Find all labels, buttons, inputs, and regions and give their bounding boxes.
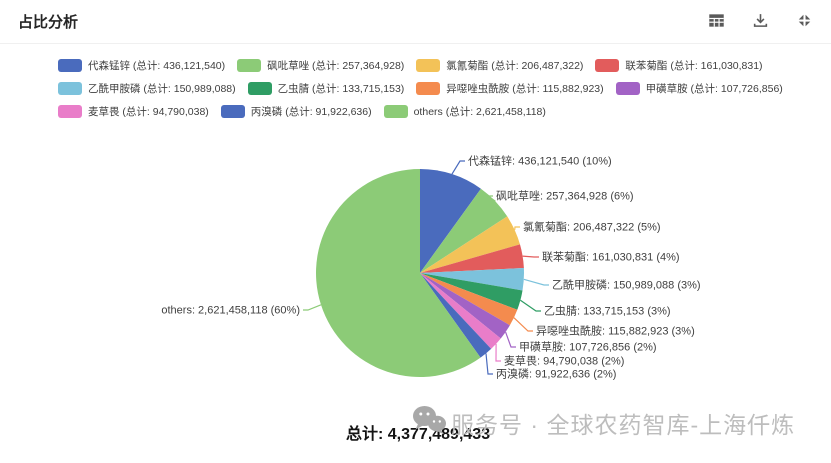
legend-swatch: [383, 105, 408, 118]
legend-swatch: [416, 82, 441, 95]
pie-label-line: [505, 331, 516, 348]
legend-label: 乙虫腈 (总计: 133,715,153): [277, 83, 405, 95]
legend-item-乙酰甲胺磷[interactable]: 乙酰甲胺磷 (总计: 150,989,088): [58, 81, 236, 96]
pie-label-others: others: 2,621,458,118 (60%): [161, 305, 300, 317]
legend-swatch: [58, 59, 82, 72]
pie-slice-代森锰锌[interactable]: [420, 169, 481, 273]
legend-swatch: [416, 59, 441, 72]
pie-slice-乙酰甲胺磷[interactable]: [420, 268, 524, 291]
pie-label-代森锰锌: 代森锰锌: 436,121,540 (10%): [468, 154, 612, 168]
pie-label-甲磺草胺: 甲磺草胺: 107,726,856 (2%): [519, 340, 657, 354]
pie-slice-乙虫腈[interactable]: [420, 273, 523, 310]
legend-item-丙溴磷[interactable]: 丙溴磷 (总计: 91,922,636): [220, 104, 372, 119]
legend-label: 麦草畏 (总计: 94,790,038): [88, 106, 209, 118]
pie-label-line: [514, 226, 520, 230]
legend-swatch: [58, 82, 82, 95]
pie-label-麦草畏: 麦草畏: 94,790,038 (2%): [504, 355, 624, 368]
pie-slice-others[interactable]: [316, 169, 481, 377]
pie-label-砜吡草唑: 砜吡草唑: 257,364,928 (6%): [496, 190, 634, 203]
pie-slice-异噁唑虫酰胺[interactable]: [420, 273, 518, 326]
legend-label: 乙酰甲胺磷 (总计: 150,989,088): [88, 83, 236, 95]
pie-label-氯氰菊酯: 氯氰菊酯: 206,487,322 (5%): [523, 220, 661, 234]
legend-swatch: [247, 82, 272, 95]
legend-row: 代森锰锌 (总计: 436,121,540) 砜吡草唑 (总计: 257,364,…: [58, 58, 831, 73]
legend-item-代森锰锌[interactable]: 代森锰锌 (总计: 436,121,540): [58, 58, 225, 73]
pie-slice-氯氰菊酯[interactable]: [420, 216, 520, 273]
pie-label-line: [522, 255, 539, 258]
pie-slice-甲磺草胺[interactable]: [420, 273, 510, 339]
pie-label-line: [523, 278, 549, 286]
legend-label: 砜吡草唑 (总计: 257,364,928): [267, 60, 405, 72]
legend-swatch: [237, 59, 262, 72]
legend-item-甲磺草胺[interactable]: 甲磺草胺 (总计: 107,726,856): [615, 81, 783, 96]
legend-label: 丙溴磷 (总计: 91,922,636): [250, 106, 372, 118]
table-icon: [708, 12, 725, 32]
collapse-button[interactable]: [795, 13, 813, 31]
pie-chart: 代森锰锌: 436,121,540 (10%) 砜吡草唑: 257,364,928…: [161, 154, 701, 381]
legend-item-联苯菊酯[interactable]: 联苯菊酯 (总计: 161,030,831): [595, 58, 763, 73]
legend-label: others (总计: 2,621,458,118): [413, 106, 546, 118]
pie-slice-联苯菊酯[interactable]: [420, 244, 524, 273]
pie-label-乙虫腈: 乙虫腈: 133,715,153 (3%): [544, 305, 671, 318]
pie-label-异噁唑虫酰胺: 异噁唑虫酰胺: 115,882,923 (3%): [536, 324, 695, 338]
pie-slice-丙溴磷[interactable]: [420, 273, 492, 358]
pie-label-line: [513, 317, 533, 332]
pie-label-line: [486, 195, 496, 202]
pie-label-line: [451, 160, 465, 175]
legend-item-乙虫腈[interactable]: 乙虫腈 (总计: 133,715,153): [247, 81, 405, 96]
legend-label: 异噁唑虫酰胺 (总计: 115,882,923): [446, 83, 604, 95]
card-header: 占比分析: [0, 0, 831, 44]
legend-swatch: [595, 59, 620, 72]
legend-swatch: [58, 105, 82, 118]
legend-label: 联苯菊酯 (总计: 161,030,831): [625, 60, 763, 72]
legend-item-others[interactable]: others (总计: 2,621,458,118): [383, 104, 546, 119]
header-actions: [707, 13, 813, 31]
grand-total-label: 总计: 4,377,489,433: [346, 426, 491, 443]
legend-item-异噁唑虫酰胺[interactable]: 异噁唑虫酰胺 (总计: 115,882,923): [416, 81, 604, 96]
legend-label: 甲磺草胺 (总计: 107,726,856): [645, 83, 783, 95]
pie-label-联苯菊酯: 联苯菊酯: 161,030,831 (4%): [542, 250, 680, 264]
pie-label-丙溴磷: 丙溴磷: 91,922,636 (2%): [496, 367, 616, 381]
pie-label-line: [303, 304, 322, 311]
legend-swatch: [615, 82, 640, 95]
download-button[interactable]: [751, 13, 769, 31]
legend-item-砜吡草唑[interactable]: 砜吡草唑 (总计: 257,364,928): [237, 58, 404, 73]
legend-label: 代森锰锌 (总计: 436,121,540): [88, 60, 226, 72]
table-view-button[interactable]: [707, 13, 725, 31]
legend-swatch: [220, 105, 245, 118]
pie-label-line: [485, 353, 493, 375]
page-title: 占比分析: [18, 14, 79, 31]
legend-row: 乙酰甲胺磷 (总计: 150,989,088) 乙虫腈 (总计: 133,715,…: [58, 81, 831, 96]
pie-label-乙酰甲胺磷: 乙酰甲胺磷: 150,989,088 (3%): [552, 278, 701, 292]
collapse-icon: [796, 12, 813, 32]
download-icon: [752, 12, 769, 32]
pie-slice-麦草畏[interactable]: [420, 273, 501, 349]
legend-row: 麦草畏 (总计: 94,790,038) 丙溴磷 (总计: 91,922,636)…: [58, 104, 831, 119]
legend-label: 氯氰菊酯 (总计: 206,487,322): [446, 60, 584, 72]
legend-item-氯氰菊酯[interactable]: 氯氰菊酯 (总计: 206,487,322): [416, 58, 583, 73]
legend-item-麦草畏[interactable]: 麦草畏 (总计: 94,790,038): [58, 104, 209, 119]
pie-slice-砜吡草唑[interactable]: [420, 188, 508, 273]
pie-label-line: [520, 299, 541, 312]
pie-label-line: [495, 343, 501, 362]
chart-legend: 代森锰锌 (总计: 436,121,540) 砜吡草唑 (总计: 257,364,…: [58, 58, 831, 119]
